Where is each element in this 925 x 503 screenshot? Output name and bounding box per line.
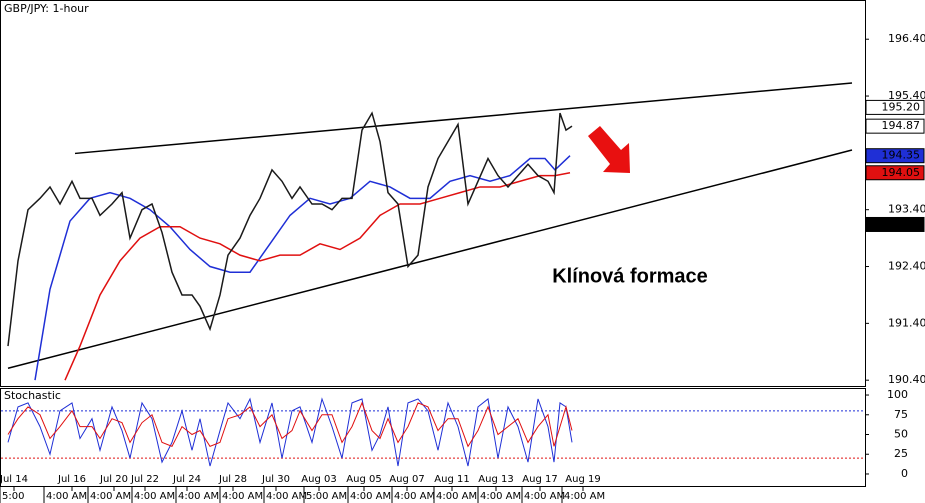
time-tick-label: 4:00 AM	[436, 491, 477, 502]
price-line	[7, 111, 573, 347]
time-tick-label: 5:00	[2, 491, 24, 502]
price-tag-label: 194.05	[882, 166, 921, 179]
price-tag	[865, 216, 925, 232]
price-tag	[865, 99, 925, 115]
stoch-tick-label: 50	[894, 428, 908, 441]
arrow	[588, 126, 630, 173]
time-tick-label: 4:00 AM	[524, 491, 565, 502]
time-tick-label: 4:00 AM	[222, 491, 263, 502]
price-tag	[865, 165, 925, 181]
time-tick-label: 4:00 AM	[266, 491, 307, 502]
x-tick-label: Aug 19	[565, 474, 600, 485]
stoch-line	[7, 401, 573, 448]
stoch-title: Stochastic	[4, 389, 61, 402]
price-tag	[865, 118, 925, 134]
time-tick-label: 4:00 AM	[350, 491, 391, 502]
stoch-tick-label: 25	[894, 447, 908, 460]
x-tick-label: Jul 22	[130, 474, 159, 485]
time-tick-label: 4:00 AM	[564, 491, 605, 502]
price-tag-label: 195.20	[882, 100, 921, 113]
time-tick-label: 5:00 AM	[306, 491, 347, 502]
stoch-frame	[0, 388, 866, 487]
price-tag-label: 193.14	[882, 217, 921, 230]
moving-average	[64, 172, 571, 381]
x-tick-label: Aug 11	[434, 474, 469, 485]
y-tick-label: 196.40	[888, 32, 925, 45]
trendline	[7, 149, 853, 369]
y-tick-label: 195.40	[888, 89, 925, 102]
time-tick-label: 4:00 AM	[178, 491, 219, 502]
stoch-line	[7, 397, 573, 467]
chart-title: GBP/JPY: 1-hour	[4, 2, 89, 15]
y-tick-label: 193.40	[888, 203, 925, 216]
y-tick-label: 191.40	[888, 316, 925, 329]
time-tick-label: 4:00 AM	[90, 491, 131, 502]
stoch-tick-label: 100	[887, 388, 908, 401]
x-tick-label: Aug 07	[389, 474, 424, 485]
price-tag-label: 194.87	[882, 119, 921, 132]
x-tick-label: Aug 13	[478, 474, 513, 485]
x-tick-label: Jul 24	[172, 474, 201, 485]
x-tick-label: Jul 28	[218, 474, 247, 485]
x-tick-label: Jul 14	[0, 474, 28, 485]
annotation: Klínová formace	[552, 265, 708, 287]
stoch-tick-label: 0	[901, 467, 908, 480]
time-tick-label: 4:00 AM	[394, 491, 435, 502]
time-tick-label: 4:00 AM	[46, 491, 87, 502]
x-tick-label: Aug 03	[301, 474, 336, 485]
x-tick-label: Jul 20	[99, 474, 128, 485]
y-tick-label: 190.40	[888, 373, 925, 386]
price-tag-label: 194.35	[882, 149, 921, 162]
main-frame	[0, 0, 866, 387]
y-tick-label: 192.40	[888, 260, 925, 273]
plot-layer: 196.40 195.40 193.40 192.40 191.40 190.40 100 7…	[0, 32, 925, 503]
x-tick-label: Jul 30	[261, 474, 290, 485]
x-tick-label: Aug 17	[522, 474, 557, 485]
stoch-tick-label: 75	[894, 408, 908, 421]
x-tick-label: Jul 16	[57, 474, 86, 485]
time-tick-label: 4:00 AM	[134, 491, 175, 502]
x-tick-label: Aug 05	[346, 474, 381, 485]
price-tag	[865, 148, 925, 164]
trendline	[74, 82, 853, 155]
time-tick-label: 4:00 AM	[480, 491, 521, 502]
